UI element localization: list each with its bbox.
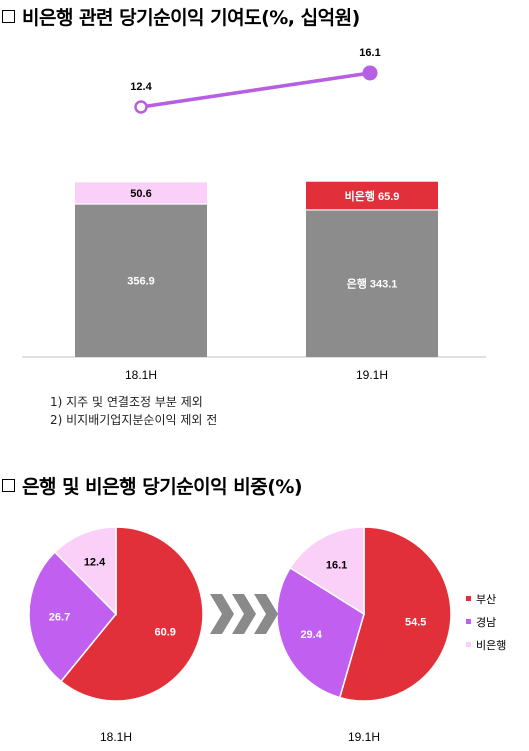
pie-slice xyxy=(276,566,365,699)
data-label-nonbank: 50.6 xyxy=(130,188,151,200)
data-label-bank: 356.9 xyxy=(127,276,155,288)
pie-slice xyxy=(289,526,365,616)
footnotes: 1) 지주 및 연결조정 부분 제외 2) 비지배기업지분순이익 제외 전 xyxy=(50,393,217,429)
bar-segment-nonbank xyxy=(75,182,207,204)
line-series xyxy=(140,71,371,109)
section-title-text: 은행 및 비은행 당기순이익 비중(%) xyxy=(22,476,303,498)
chevron-right-icon xyxy=(254,594,278,634)
chevron-right-icon xyxy=(232,594,256,634)
pie-slice xyxy=(28,551,118,683)
section-title-share: 은행 및 비은행 당기순이익 비중(%) xyxy=(2,472,303,499)
pie-data-label: 16.1 xyxy=(326,560,347,572)
legend-item-busan: 부산 xyxy=(466,588,506,611)
pie-slice xyxy=(53,526,117,616)
line-point xyxy=(362,65,378,81)
line-data-label: 12.4 xyxy=(130,81,152,93)
footnote-2: 2) 비지배기업지분순이익 제외 전 xyxy=(50,413,218,427)
pie-slice xyxy=(59,526,204,702)
legend-swatch xyxy=(466,596,471,601)
legend-swatch xyxy=(466,642,471,647)
legend-item-nonbank: 비은행 xyxy=(466,634,506,657)
pie-data-label: 12.4 xyxy=(84,557,106,569)
legend-swatch xyxy=(466,619,471,624)
bar-segment-bank xyxy=(75,204,207,357)
bar-line-chart: 356.9 50.6 18.1H 은행 343.1 비은행 65.9 19.1H 12.4 1… xyxy=(22,47,486,382)
pie-data-label: 60.9 xyxy=(154,627,175,639)
pie-data-label: 29.4 xyxy=(300,629,322,641)
line-point xyxy=(134,100,148,114)
section-title-contribution: 비은행 관련 당기순이익 기여도(%, 십억원) xyxy=(2,3,360,30)
pie-title: 19.1H xyxy=(348,730,380,744)
checkbox-square-icon xyxy=(2,479,15,492)
legend-item-gyeongnam: 경남 xyxy=(466,611,506,634)
legend-label: 비은행 xyxy=(476,639,507,652)
pie-title: 18.1H xyxy=(100,730,132,744)
x-tick-label: 18.1H xyxy=(125,368,157,382)
line-data-label: 16.1 xyxy=(359,47,380,59)
legend-label: 경남 xyxy=(476,616,497,629)
data-label-nonbank: 비은행 65.9 xyxy=(345,189,400,203)
pie-data-label: 54.5 xyxy=(405,616,426,628)
footnote-1: 1) 지주 및 연결조정 부분 제외 xyxy=(50,395,203,409)
bar-segment-bank xyxy=(306,209,438,357)
pie-legend: 부산 경남 비은행 xyxy=(466,588,506,657)
section-title-text: 비은행 관련 당기순이익 기여도(%, 십억원) xyxy=(22,7,360,29)
data-label-bank: 은행 343.1 xyxy=(347,276,398,290)
x-tick-label: 19.1H xyxy=(356,368,388,382)
checkbox-square-icon xyxy=(2,10,15,23)
pie-data-label: 26.7 xyxy=(49,612,70,624)
legend-label: 부산 xyxy=(476,593,497,606)
pie-slice xyxy=(338,526,452,702)
chevron-right-icon xyxy=(210,594,234,634)
bar-segment-nonbank xyxy=(306,181,438,210)
